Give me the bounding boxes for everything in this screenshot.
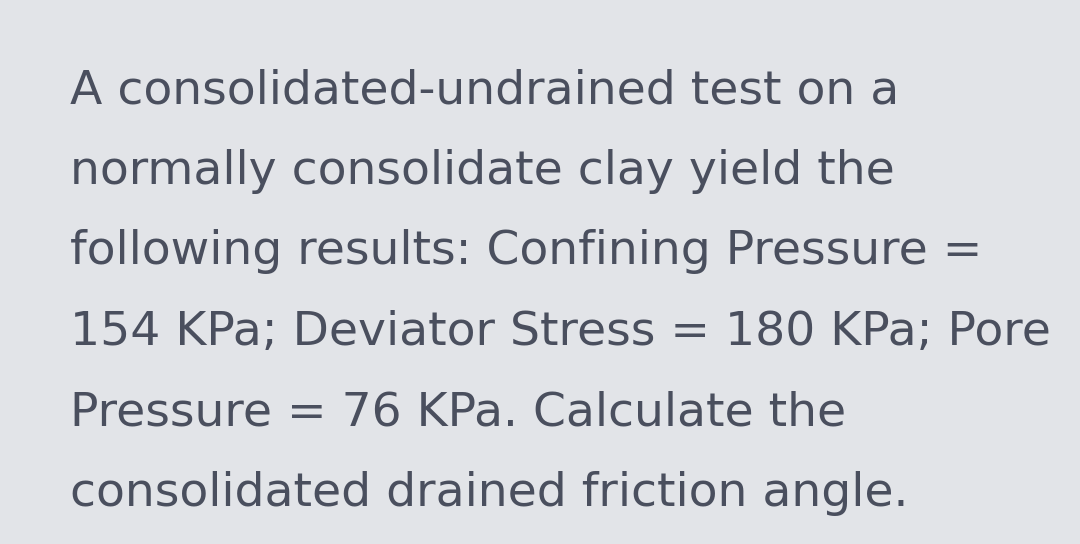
Text: normally consolidate clay yield the: normally consolidate clay yield the (70, 149, 895, 194)
Text: following results: Confining Pressure =: following results: Confining Pressure = (70, 229, 983, 274)
Text: Pressure = 76 KPa. Calculate the: Pressure = 76 KPa. Calculate the (70, 390, 847, 435)
Text: A consolidated-undrained test on a: A consolidated-undrained test on a (70, 68, 900, 113)
Text: 154 KPa; Deviator Stress = 180 KPa; Pore: 154 KPa; Deviator Stress = 180 KPa; Pore (70, 310, 1051, 355)
Text: consolidated drained friction angle.: consolidated drained friction angle. (70, 471, 908, 516)
